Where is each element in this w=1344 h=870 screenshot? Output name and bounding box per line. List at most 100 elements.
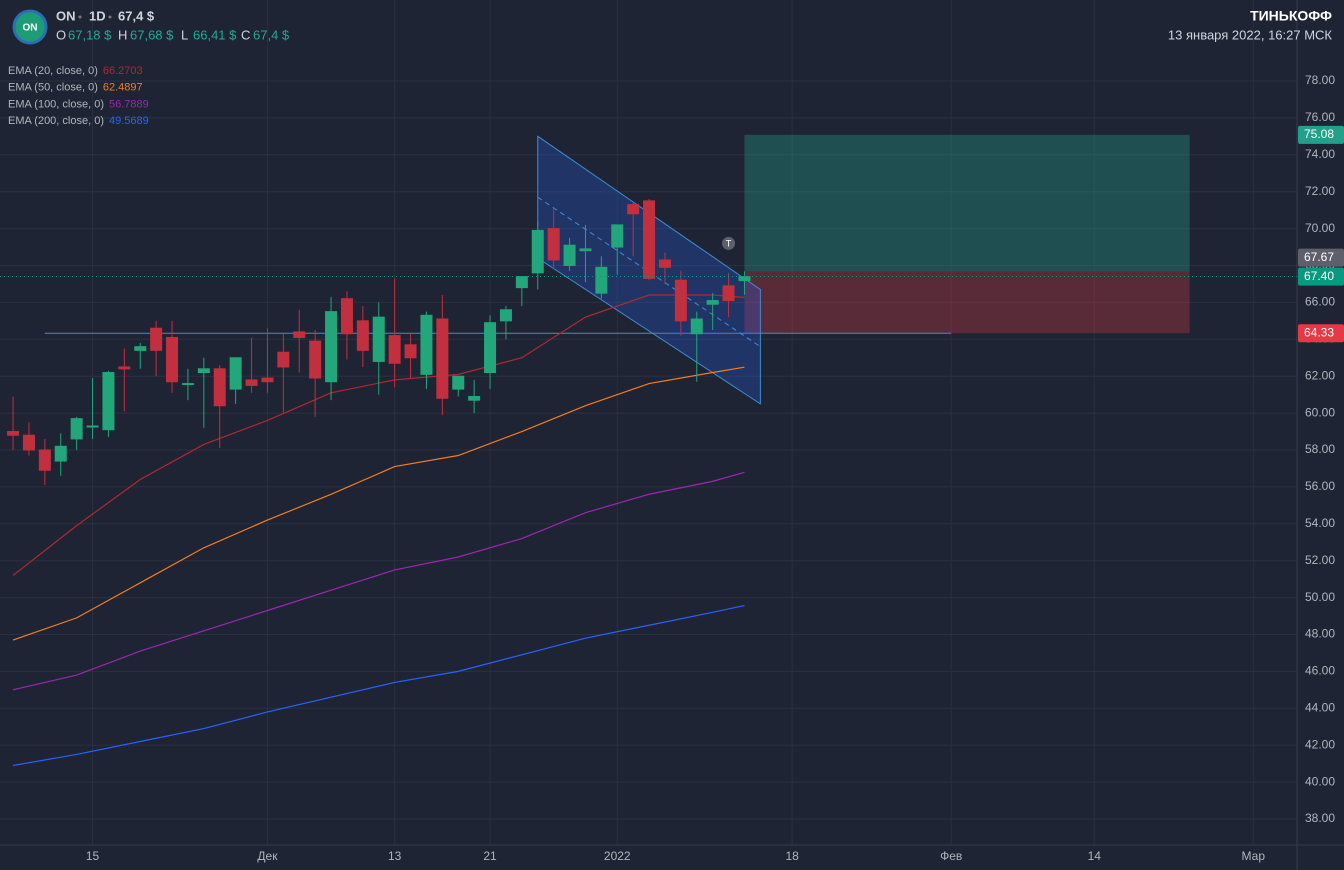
symbol: ON bbox=[56, 8, 76, 23]
separator-dot bbox=[108, 15, 112, 19]
x-tick-label: 15 bbox=[86, 849, 100, 863]
y-tick-label: 50.00 bbox=[1305, 590, 1335, 604]
x-tick-label: Мар bbox=[1242, 849, 1266, 863]
price-label-box bbox=[1298, 248, 1344, 267]
candle-body bbox=[150, 327, 163, 351]
y-tick-label: 58.00 bbox=[1305, 442, 1335, 456]
y-tick-label: 76.00 bbox=[1305, 110, 1335, 124]
candle-body bbox=[468, 395, 481, 401]
x-tick-label: 21 bbox=[483, 849, 497, 863]
x-tick-label: Фев bbox=[940, 849, 962, 863]
y-tick-label: 42.00 bbox=[1305, 737, 1335, 751]
candle-body bbox=[261, 377, 274, 383]
candle-body bbox=[245, 379, 258, 386]
candle-body bbox=[102, 372, 115, 431]
candle-body bbox=[118, 366, 131, 370]
price-label: 67.67 bbox=[1304, 250, 1334, 264]
y-tick-label: 62.00 bbox=[1305, 368, 1335, 382]
candle-body bbox=[643, 200, 656, 279]
brand: ТИНЬКОФФ bbox=[1250, 8, 1332, 24]
price-label-box bbox=[1298, 324, 1344, 343]
candle-body bbox=[229, 357, 242, 390]
candle-body bbox=[563, 244, 576, 266]
candle-body bbox=[690, 318, 703, 335]
marker-label: T bbox=[726, 239, 732, 249]
y-tick-label: 60.00 bbox=[1305, 405, 1335, 419]
candle-body bbox=[595, 266, 608, 294]
ohlc-key: C bbox=[241, 27, 250, 42]
ohlc-key: L bbox=[181, 27, 188, 42]
logo-text: ON bbox=[23, 23, 38, 34]
candle-body bbox=[547, 228, 560, 261]
y-tick-label: 40.00 bbox=[1305, 774, 1335, 788]
candle-body bbox=[213, 368, 226, 407]
price-label: 64.33 bbox=[1304, 325, 1334, 339]
candle-body bbox=[531, 229, 544, 274]
candle-body bbox=[738, 276, 751, 282]
candle-body bbox=[340, 298, 353, 335]
candle-body bbox=[484, 322, 497, 374]
candle-body bbox=[706, 300, 719, 305]
y-tick-label: 38.00 bbox=[1305, 811, 1335, 825]
price-label-box bbox=[1298, 267, 1344, 286]
x-tick-label: Дек bbox=[257, 849, 278, 863]
candle-body bbox=[134, 346, 147, 351]
ohlc-value: 67,68 $ bbox=[130, 27, 174, 42]
legend-entry: EMA (20, close, 0) bbox=[8, 65, 98, 77]
candle-body bbox=[674, 279, 687, 322]
legend-entry: EMA (100, close, 0) bbox=[8, 98, 104, 110]
legend-entry: EMA (50, close, 0) bbox=[8, 82, 98, 94]
position-stop bbox=[744, 271, 1190, 334]
ema-line bbox=[12, 604, 745, 767]
candle-body bbox=[325, 311, 338, 383]
x-tick-label: 14 bbox=[1088, 849, 1102, 863]
y-tick-label: 44.00 bbox=[1305, 700, 1335, 714]
x-tick-label: 2022 bbox=[604, 849, 631, 863]
legend-value: 62.4897 bbox=[103, 82, 143, 94]
y-tick-label: 46.00 bbox=[1305, 664, 1335, 678]
logo bbox=[12, 9, 48, 45]
candle-body bbox=[293, 331, 306, 338]
candle-body bbox=[515, 276, 528, 289]
price-label-box bbox=[1298, 125, 1344, 144]
candle-body bbox=[197, 368, 210, 374]
x-tick-label: 13 bbox=[388, 849, 402, 863]
y-tick-label: 72.00 bbox=[1305, 184, 1335, 198]
marker bbox=[721, 235, 737, 251]
candle-body bbox=[420, 314, 433, 375]
ohlc-key: H bbox=[118, 27, 127, 42]
y-tick-label: 48.00 bbox=[1305, 627, 1335, 641]
candle-body bbox=[627, 204, 640, 215]
y-tick-label: 74.00 bbox=[1305, 147, 1335, 161]
ohlc-value: 66,41 $ bbox=[193, 27, 237, 42]
candle-body bbox=[579, 248, 592, 252]
y-tick-label: 70.00 bbox=[1305, 221, 1335, 235]
candle-body bbox=[372, 316, 385, 362]
candle-body bbox=[86, 425, 99, 428]
interval: 1D bbox=[89, 8, 106, 23]
candle-body bbox=[22, 434, 35, 451]
y-tick-label: 78.00 bbox=[1305, 73, 1335, 87]
price: 67,4 $ bbox=[118, 8, 155, 23]
legend-entry: EMA (200, close, 0) bbox=[8, 115, 104, 127]
legend-value: 66.2703 bbox=[103, 65, 143, 77]
ema-line bbox=[12, 471, 745, 691]
candle-body bbox=[181, 383, 194, 386]
candle-body bbox=[658, 259, 671, 268]
candle-body bbox=[436, 318, 449, 399]
candle-body bbox=[611, 224, 624, 248]
separator-dot bbox=[78, 15, 82, 19]
candle-body bbox=[7, 431, 20, 436]
x-tick-label: 18 bbox=[785, 849, 799, 863]
candle-body bbox=[309, 340, 322, 379]
ema-line bbox=[12, 366, 745, 641]
candle-body bbox=[722, 285, 735, 302]
candle-body bbox=[38, 449, 51, 471]
position-target bbox=[744, 134, 1190, 272]
candle-body bbox=[166, 336, 179, 383]
candle-body bbox=[356, 320, 369, 351]
y-tick-label: 54.00 bbox=[1305, 516, 1335, 530]
candle-body bbox=[54, 445, 67, 462]
datetime: 13 января 2022, 16:27 МСК bbox=[1168, 27, 1333, 42]
